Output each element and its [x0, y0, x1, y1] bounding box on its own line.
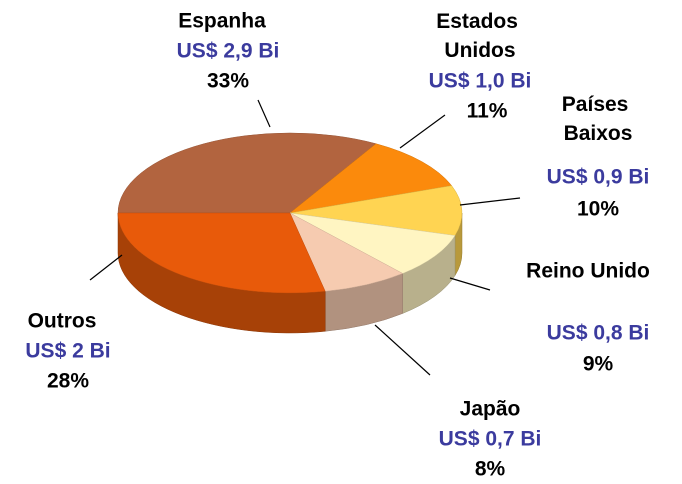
- amount-label: US$ 0,9 Bi: [547, 166, 650, 189]
- label-line: Baixos: [564, 122, 633, 145]
- category-label: Países Baixos: [562, 93, 634, 145]
- amount-label: US$ 0,7 Bi: [439, 428, 542, 451]
- label-line: Países: [562, 93, 634, 116]
- leader-line: [89, 254, 123, 281]
- percent-label: 33%: [207, 70, 249, 93]
- percent-label: 8%: [475, 458, 506, 481]
- percent-label: 28%: [47, 370, 89, 393]
- slice: [289, 143, 453, 214]
- percent-label: 10%: [577, 198, 619, 221]
- leader-line: [459, 197, 521, 206]
- category-label: Reino Unido: [526, 260, 650, 283]
- slice: [289, 212, 456, 274]
- percent-label: 9%: [583, 353, 614, 376]
- leader-line: [257, 99, 271, 128]
- label-line: Unidos: [444, 39, 515, 62]
- amount-label: US$ 1,0 Bi: [429, 70, 532, 93]
- amount-label: US$ 2,9 Bi: [177, 40, 280, 63]
- category-label: Espanha: [178, 10, 266, 33]
- label-line: Estados: [436, 10, 524, 33]
- leader-line: [399, 114, 446, 149]
- category-label: Outros: [28, 310, 97, 333]
- percent-label: 11%: [467, 100, 508, 123]
- slice: [117, 212, 326, 294]
- slice: [117, 132, 377, 214]
- leader-line: [374, 324, 431, 376]
- amount-label: US$ 2 Bi: [25, 340, 110, 363]
- category-label: Japão: [460, 398, 521, 421]
- category-label: Estados Unidos: [436, 10, 524, 62]
- amount-label: US$ 0,8 Bi: [547, 322, 650, 345]
- leader-line: [449, 277, 491, 291]
- slice: [289, 185, 463, 236]
